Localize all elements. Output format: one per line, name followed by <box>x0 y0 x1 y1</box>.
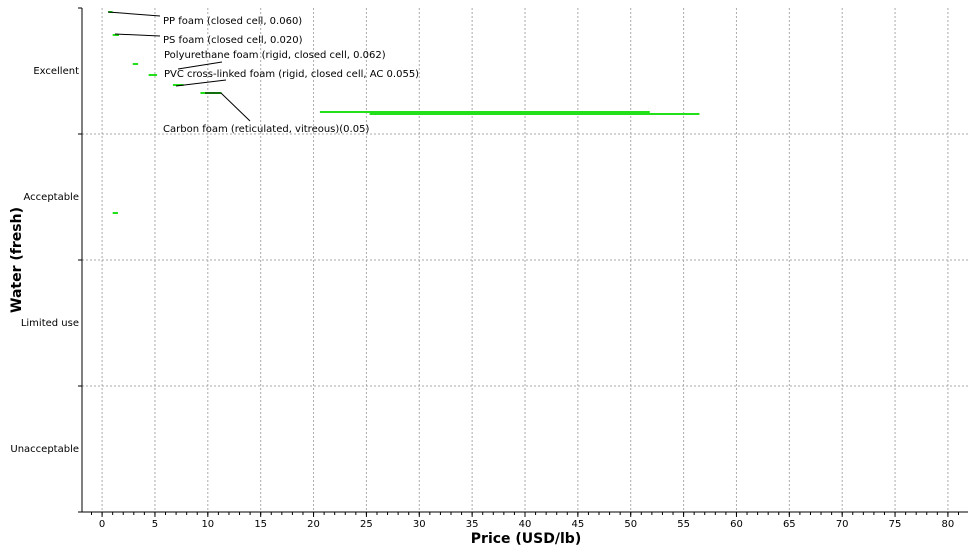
x-tick-label: 65 <box>783 519 796 530</box>
x-tick-label: 20 <box>307 519 320 530</box>
leader-line <box>205 92 251 122</box>
range-bar <box>132 63 139 65</box>
y-axis-title: Water (fresh) <box>9 207 25 313</box>
y-tick-label: Limited use <box>21 318 79 329</box>
range-bar <box>112 212 118 214</box>
x-tick-label: 35 <box>466 519 479 530</box>
annotation: Polyurethane foam (rigid, closed cell, 0… <box>164 50 386 61</box>
x-tick-label: 45 <box>571 519 584 530</box>
leader-line <box>175 79 227 87</box>
range-bar <box>148 74 158 76</box>
x-tick-label: 15 <box>254 519 267 530</box>
x-tick-label: 25 <box>360 519 373 530</box>
range-bar <box>369 113 700 115</box>
range-bar <box>172 84 184 86</box>
y-tick-label: Excellent <box>33 66 79 77</box>
leader-line <box>114 33 161 37</box>
annotation: Carbon foam (reticulated, vitreous)(0.05… <box>163 124 369 135</box>
x-axis-title: Price (USD/lb) <box>471 531 581 547</box>
annotation: PVC cross-linked foam (rigid, closed cel… <box>164 69 419 80</box>
x-tick-label: 0 <box>99 519 105 530</box>
leader-line <box>107 11 161 17</box>
y-tick-label: Unacceptable <box>10 444 79 455</box>
annotation: PS foam (closed cell, 0.020) <box>163 35 303 46</box>
x-tick-label: 60 <box>730 519 743 530</box>
x-tick-label: 40 <box>519 519 532 530</box>
x-tick-label: 70 <box>836 519 849 530</box>
y-tick-label: Acceptable <box>24 192 80 203</box>
range-bar <box>112 34 120 36</box>
x-tick-label: 75 <box>889 519 902 530</box>
x-tick-label: 50 <box>624 519 637 530</box>
x-tick-label: 30 <box>413 519 426 530</box>
x-tick-label: 5 <box>152 519 158 530</box>
x-tick-label: 10 <box>201 519 214 530</box>
x-tick-label: 80 <box>942 519 955 530</box>
range-bar <box>319 111 650 113</box>
x-tick-label: 55 <box>677 519 690 530</box>
leader-line <box>177 61 223 70</box>
annotation: PP foam (closed cell, 0.060) <box>163 16 302 27</box>
